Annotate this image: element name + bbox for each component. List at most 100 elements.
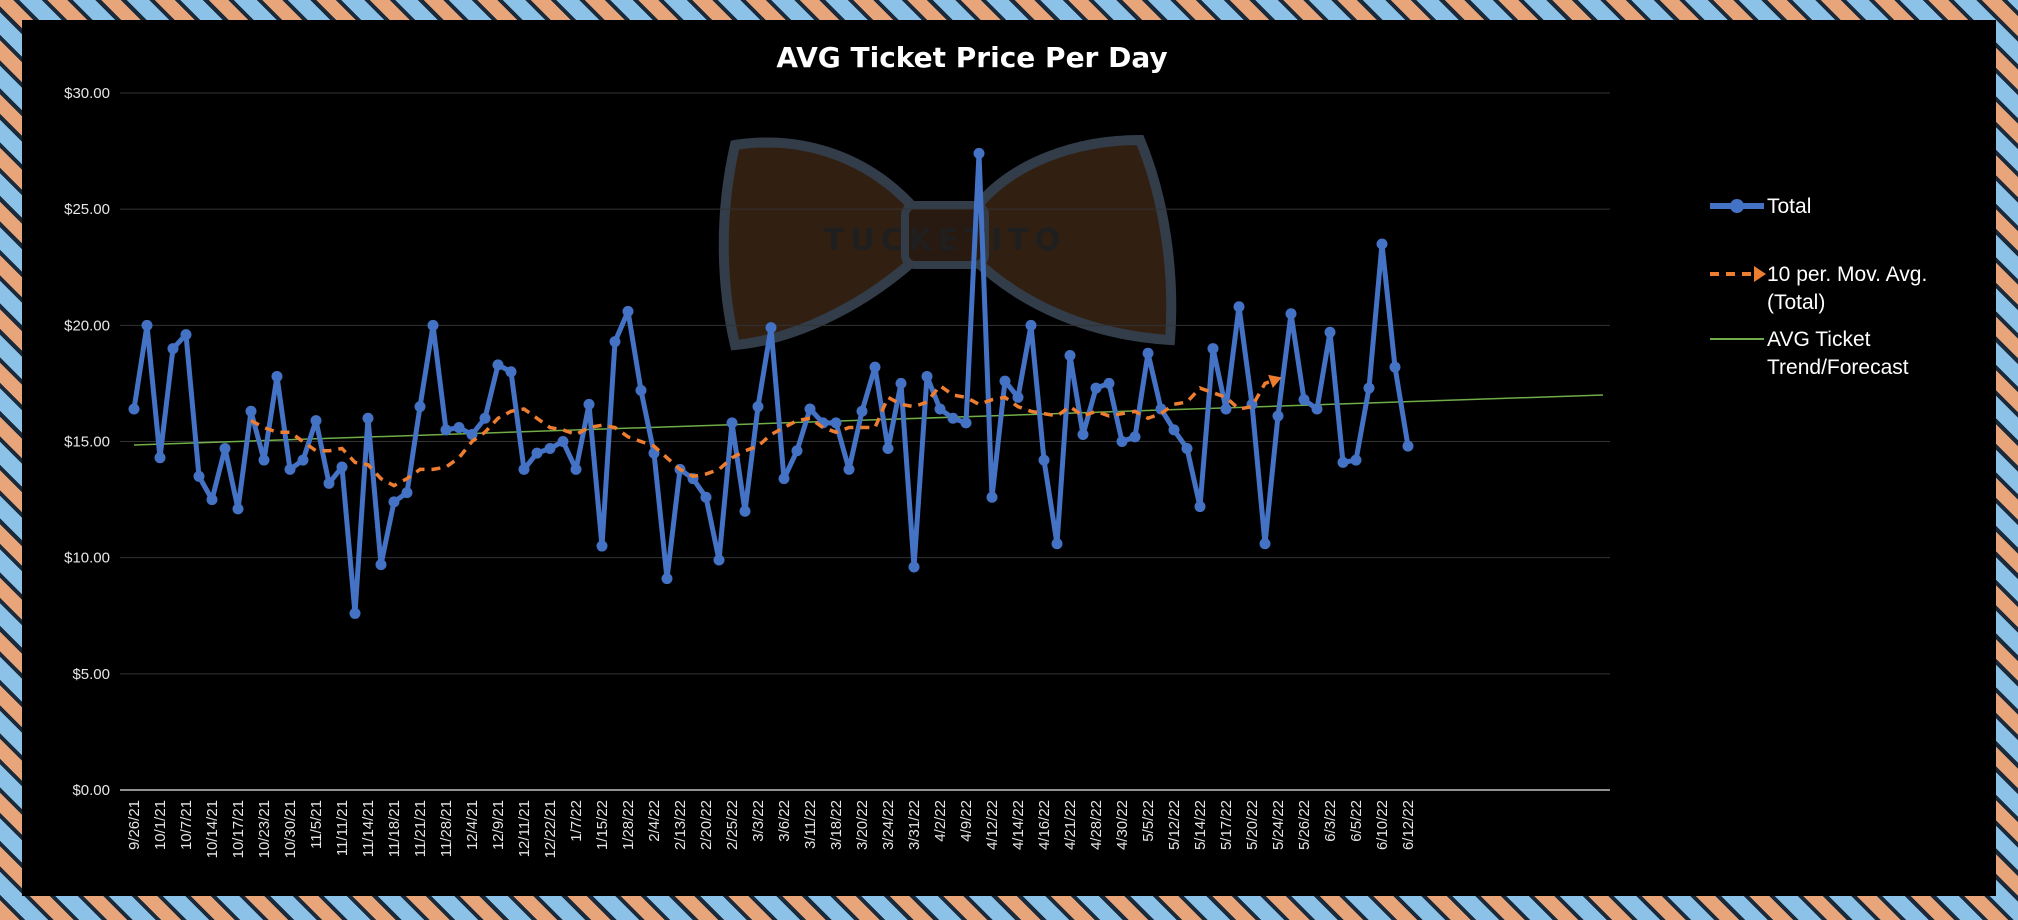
data-point-total	[895, 377, 907, 389]
data-point-total	[1142, 347, 1154, 359]
data-point-total	[830, 417, 842, 429]
data-point-total	[245, 405, 257, 417]
series-total-markers	[128, 147, 1414, 619]
data-point-total	[1038, 454, 1050, 466]
data-point-total	[856, 405, 868, 417]
data-point-total	[401, 487, 413, 499]
data-point-total	[1103, 377, 1115, 389]
data-point-total	[635, 384, 647, 396]
legend-item-trendline: AVG Ticket Trend/Forecast	[1710, 328, 1909, 379]
data-point-total	[427, 319, 439, 331]
data-point-total	[505, 366, 517, 378]
data-point-total	[557, 436, 569, 447]
x-tick-label: 10/1/21	[152, 800, 169, 850]
legend-marker-total	[1730, 199, 1744, 213]
x-tick-label: 10/7/21	[178, 800, 195, 850]
data-point-total	[531, 447, 543, 459]
x-tick-label: 11/5/21	[308, 800, 325, 849]
data-point-total	[843, 463, 855, 475]
data-point-total	[128, 403, 140, 415]
y-axis-tick-labels: $0.00 $5.00 $10.00 $15.00 $20.00 $25.00 $30.00	[64, 85, 110, 799]
x-tick-label: 4/21/22	[1062, 800, 1079, 850]
x-tick-label: 5/5/22	[1140, 800, 1157, 842]
x-tick-label: 10/23/21	[256, 800, 273, 858]
x-tick-label: 12/4/21	[464, 800, 481, 850]
data-point-total	[1363, 382, 1375, 394]
data-point-total	[141, 319, 153, 331]
data-point-total	[1376, 238, 1388, 250]
data-point-total	[1116, 436, 1128, 447]
data-point-total	[661, 573, 673, 585]
data-point-total	[414, 401, 426, 413]
y-tick-label: $20.00	[64, 317, 110, 334]
data-point-total	[921, 370, 933, 382]
x-tick-label: 3/3/22	[750, 800, 767, 842]
series-moving-average-line	[250, 377, 1279, 488]
x-tick-label: 2/20/22	[698, 800, 715, 850]
data-point-total	[167, 343, 179, 355]
data-point-total	[466, 429, 478, 441]
legend: Total 10 per. Mov. Avg. (Total) AVG Tick…	[1710, 195, 1927, 379]
data-point-total	[232, 503, 244, 515]
data-point-total	[193, 470, 205, 482]
data-point-total	[1311, 403, 1323, 415]
data-point-total	[1298, 394, 1310, 406]
x-tick-label: 5/12/22	[1166, 800, 1183, 850]
x-tick-label: 10/17/21	[230, 800, 247, 858]
data-point-total	[700, 491, 712, 503]
y-tick-label: $0.00	[72, 782, 110, 799]
x-tick-label: 11/11/21	[334, 800, 351, 856]
data-point-total	[713, 554, 725, 566]
x-tick-label: 10/30/21	[282, 800, 299, 858]
legend-arrow-moving-average	[1754, 266, 1766, 282]
x-tick-label: 5/26/22	[1296, 800, 1313, 850]
x-tick-label: 2/13/22	[672, 800, 689, 850]
x-tick-label: 12/11/21	[516, 800, 533, 857]
data-point-total	[1259, 538, 1271, 550]
data-point-total	[323, 477, 335, 489]
x-tick-label: 3/31/22	[906, 800, 923, 850]
x-tick-label: 10/14/21	[204, 800, 221, 858]
x-tick-label: 5/14/22	[1192, 800, 1209, 850]
data-point-total	[388, 496, 400, 508]
data-point-total	[1337, 456, 1349, 468]
watermark-text: TUCKETITO	[824, 223, 1066, 258]
data-point-total	[908, 561, 920, 573]
data-point-total	[973, 147, 985, 159]
data-point-total	[336, 461, 348, 473]
x-tick-label: 2/25/22	[724, 800, 741, 850]
data-point-total	[934, 403, 946, 415]
bowtie-watermark-logo: TUCKETITO	[718, 134, 1177, 351]
x-tick-label: 4/30/22	[1114, 800, 1131, 850]
x-tick-label: 11/14/21	[360, 800, 377, 857]
legend-label-total: Total	[1767, 195, 1811, 218]
x-tick-label: 12/22/21	[542, 800, 559, 858]
data-point-total	[986, 491, 998, 503]
x-tick-label: 4/2/22	[932, 800, 949, 842]
legend-label-trendline-line1: AVG Ticket	[1767, 328, 1871, 351]
data-point-total	[869, 361, 881, 373]
x-tick-label: 4/12/22	[984, 800, 1001, 850]
x-tick-label: 5/20/22	[1244, 800, 1261, 850]
x-tick-label: 1/28/22	[620, 800, 637, 850]
data-point-total	[765, 322, 777, 334]
trendline-forecast	[133, 394, 1604, 446]
data-point-total	[882, 442, 894, 454]
legend-label-trendline-line2: Trend/Forecast	[1767, 356, 1909, 379]
x-tick-label: 6/5/22	[1348, 800, 1365, 842]
data-point-total	[1051, 538, 1063, 550]
data-point-total	[752, 401, 764, 413]
data-point-total	[1324, 326, 1336, 338]
data-point-total	[271, 370, 283, 382]
data-point-total	[1233, 301, 1245, 313]
data-point-total	[791, 445, 803, 457]
y-tick-label: $25.00	[64, 201, 110, 218]
x-tick-label: 4/9/22	[958, 800, 975, 842]
data-point-total	[1025, 319, 1037, 331]
x-axis-tick-labels: 9/26/21 10/1/21 10/7/21 10/14/21 10/17/21 10/…	[126, 800, 1417, 858]
data-point-total	[1012, 391, 1024, 403]
data-point-total	[206, 494, 218, 506]
x-tick-label: 5/24/22	[1270, 800, 1287, 850]
data-point-total	[453, 422, 465, 434]
data-point-total	[1077, 429, 1089, 441]
